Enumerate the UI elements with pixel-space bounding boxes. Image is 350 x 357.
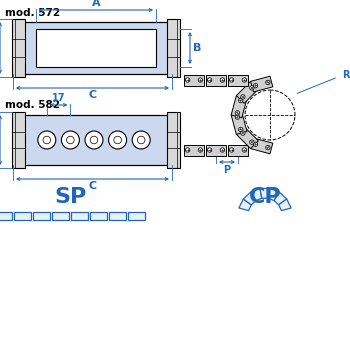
Circle shape xyxy=(241,95,245,99)
Bar xyxy=(12,112,25,168)
Text: mod. 582: mod. 582 xyxy=(5,100,60,110)
Bar xyxy=(167,112,180,168)
Polygon shape xyxy=(231,96,247,118)
Text: A: A xyxy=(92,0,100,8)
Circle shape xyxy=(90,136,98,144)
Circle shape xyxy=(229,78,234,82)
Polygon shape xyxy=(251,76,273,92)
Circle shape xyxy=(198,148,203,152)
Circle shape xyxy=(186,78,190,82)
Circle shape xyxy=(38,131,56,149)
Circle shape xyxy=(266,145,270,150)
Circle shape xyxy=(208,148,212,152)
Polygon shape xyxy=(251,138,273,154)
Polygon shape xyxy=(251,188,262,201)
Polygon shape xyxy=(239,199,251,211)
Polygon shape xyxy=(228,145,248,156)
Bar xyxy=(14,212,31,220)
Circle shape xyxy=(242,148,247,152)
Text: B: B xyxy=(193,43,201,53)
Circle shape xyxy=(235,111,240,115)
Bar xyxy=(90,212,107,220)
Bar xyxy=(52,212,69,220)
Circle shape xyxy=(250,86,254,90)
Circle shape xyxy=(132,131,150,149)
Circle shape xyxy=(253,84,258,88)
Circle shape xyxy=(198,78,203,82)
Bar xyxy=(167,19,180,77)
Bar xyxy=(109,212,126,220)
Circle shape xyxy=(208,78,212,82)
Circle shape xyxy=(250,140,254,144)
Text: CP: CP xyxy=(249,187,281,207)
Polygon shape xyxy=(243,192,256,205)
Polygon shape xyxy=(236,127,258,149)
Polygon shape xyxy=(206,145,226,156)
Polygon shape xyxy=(279,199,291,211)
Bar xyxy=(12,19,25,77)
Circle shape xyxy=(220,148,225,152)
Text: C: C xyxy=(89,181,97,191)
Text: SP: SP xyxy=(54,187,86,207)
Circle shape xyxy=(239,127,243,132)
Text: 17: 17 xyxy=(52,93,65,103)
Circle shape xyxy=(235,115,240,119)
Polygon shape xyxy=(184,75,204,85)
Polygon shape xyxy=(206,75,226,85)
Text: P: P xyxy=(223,165,231,175)
Polygon shape xyxy=(260,188,270,198)
Circle shape xyxy=(85,131,103,149)
Circle shape xyxy=(242,78,247,82)
Bar xyxy=(36,29,156,67)
Circle shape xyxy=(186,148,190,152)
Circle shape xyxy=(239,98,243,103)
Circle shape xyxy=(61,131,79,149)
Circle shape xyxy=(241,131,245,135)
Circle shape xyxy=(114,136,121,144)
Bar xyxy=(22,115,170,165)
Circle shape xyxy=(138,136,145,144)
Text: C: C xyxy=(89,90,97,100)
Text: R: R xyxy=(342,70,350,80)
Circle shape xyxy=(266,80,270,85)
Polygon shape xyxy=(184,145,204,156)
Bar xyxy=(33,212,50,220)
Polygon shape xyxy=(236,81,258,103)
Circle shape xyxy=(220,78,225,82)
Circle shape xyxy=(229,148,234,152)
Bar xyxy=(128,212,145,220)
Polygon shape xyxy=(268,188,279,201)
Bar xyxy=(0,212,12,220)
Circle shape xyxy=(66,136,74,144)
Bar xyxy=(22,22,170,74)
Text: mod. 572: mod. 572 xyxy=(5,8,60,18)
Circle shape xyxy=(253,142,258,146)
Circle shape xyxy=(43,136,51,144)
Bar xyxy=(71,212,88,220)
Polygon shape xyxy=(274,192,287,205)
Polygon shape xyxy=(228,75,248,85)
Polygon shape xyxy=(231,112,247,134)
Circle shape xyxy=(108,131,127,149)
